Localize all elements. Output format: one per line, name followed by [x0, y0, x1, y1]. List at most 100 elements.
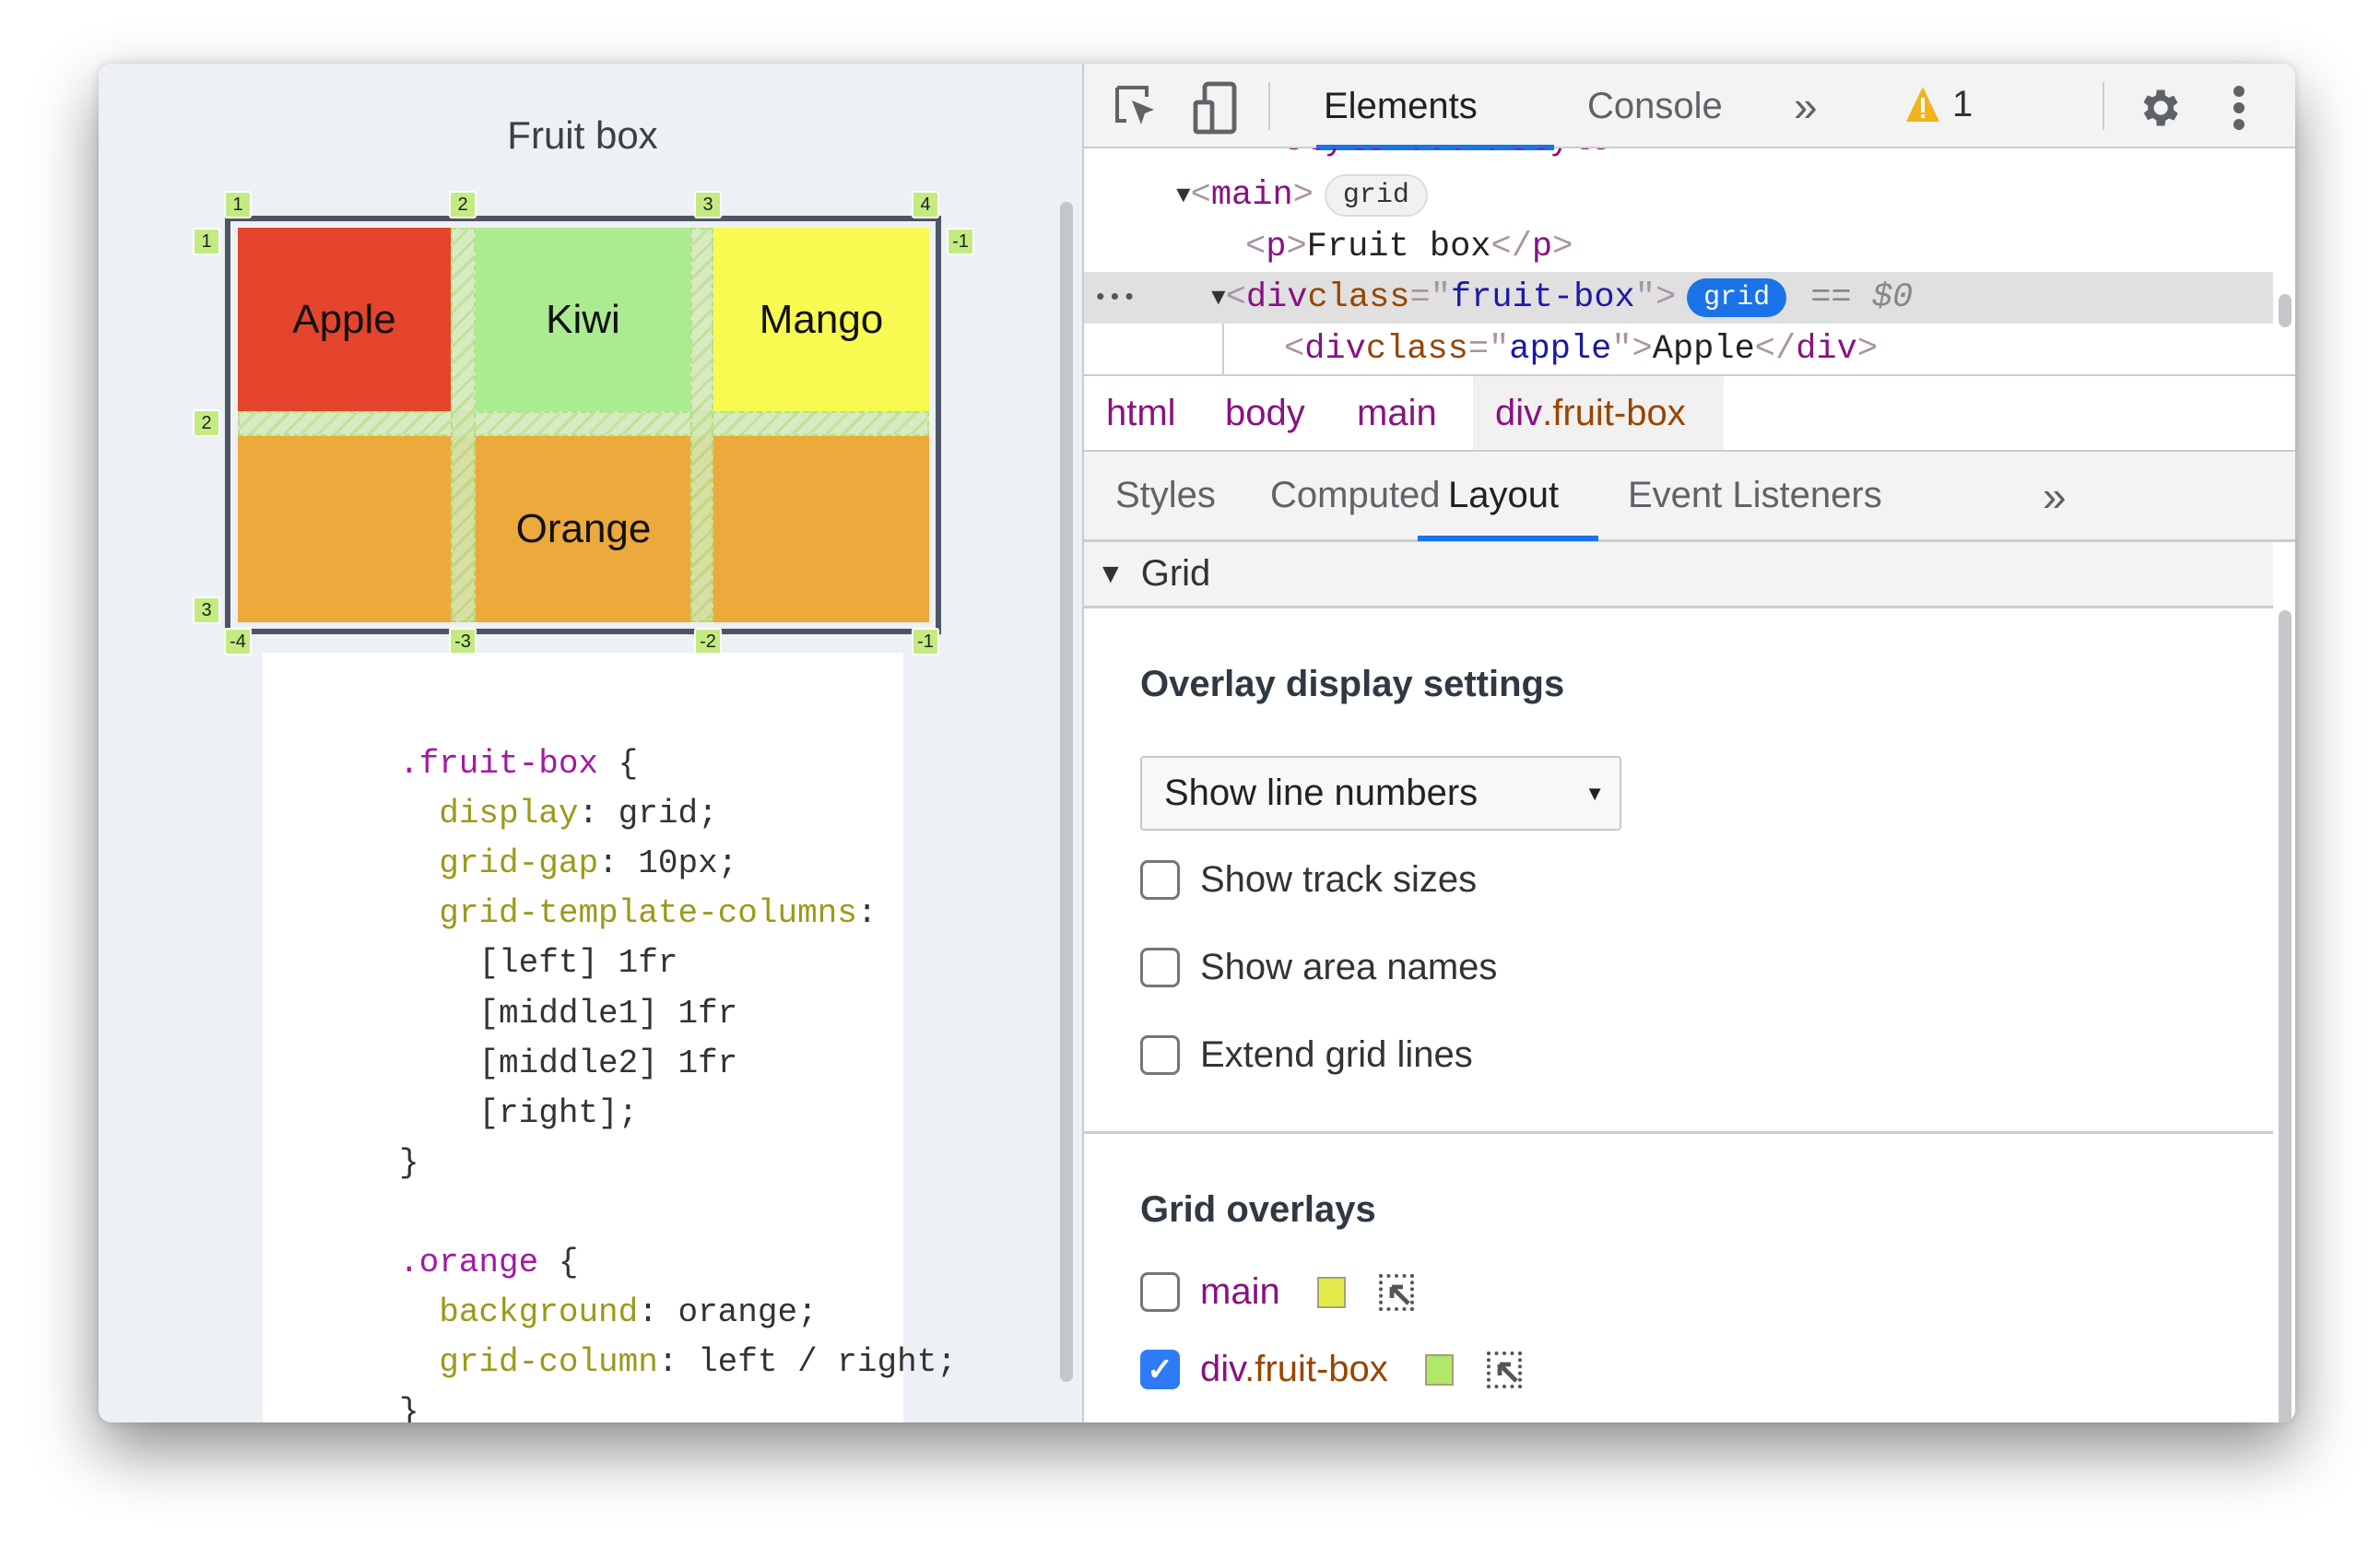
- code-token: :: [856, 894, 878, 933]
- code-token: {: [598, 745, 639, 783]
- checkbox[interactable]: [1140, 860, 1180, 900]
- row-gap-overlay: [238, 411, 929, 436]
- overlay-row-div-fruit-box[interactable]: ✓ div.fruit-box: [1140, 1349, 1522, 1390]
- tab-layout[interactable]: Layout: [1448, 475, 1560, 515]
- code-token: background: [439, 1293, 639, 1332]
- code-token: }: [399, 1393, 419, 1422]
- highlight-element-icon[interactable]: [1378, 1273, 1414, 1311]
- page-scrollbar[interactable]: [1060, 202, 1073, 1382]
- checkbox-label: Show track sizes: [1200, 859, 1478, 900]
- breadcrumb-html[interactable]: html: [1106, 392, 1176, 433]
- checkbox-extend-grid-lines[interactable]: Extend grid lines: [1140, 1034, 1473, 1076]
- grid-line-number: -1: [912, 628, 939, 655]
- dom-node-main[interactable]: ▼ < main > grid: [1084, 170, 2273, 221]
- code-token: display: [439, 795, 579, 833]
- tab-event-listeners[interactable]: Event Listeners: [1628, 475, 1882, 515]
- fruit-box-grid: [225, 216, 941, 634]
- code-token: grid-template-columns: [439, 894, 857, 933]
- overlay-checkbox[interactable]: ✓: [1140, 1350, 1180, 1389]
- code-token: : 10px;: [598, 844, 738, 883]
- warning-icon: [1906, 86, 1939, 122]
- tab-elements[interactable]: Elements: [1324, 85, 1478, 126]
- tab-styles[interactable]: Styles: [1115, 475, 1216, 515]
- code-line: [right];: [399, 1094, 638, 1132]
- code-line: [left] 1fr: [399, 944, 677, 982]
- grid-line-number: 3: [193, 596, 220, 624]
- overlay-checkbox[interactable]: [1140, 1272, 1180, 1312]
- grid-line-number: -2: [694, 628, 722, 655]
- code-line: [middle2] 1fr: [399, 1045, 737, 1082]
- divider: [1084, 1131, 2273, 1134]
- code-token: [399, 1293, 439, 1331]
- grid-line-number: -3: [449, 628, 477, 655]
- breadcrumb-body[interactable]: body: [1225, 392, 1305, 433]
- code-line: display: grid;: [399, 795, 718, 833]
- code-line: background: orange;: [399, 1293, 817, 1332]
- checkbox[interactable]: [1140, 948, 1180, 987]
- code-token: .orange: [399, 1244, 539, 1281]
- settings-gear-icon[interactable]: [2135, 84, 2183, 132]
- overlay-color-swatch[interactable]: [1424, 1353, 1454, 1386]
- overlay-color-swatch[interactable]: [1316, 1276, 1346, 1308]
- grid-badge[interactable]: grid: [1324, 174, 1428, 217]
- grid-overlays-heading: Grid overlays: [1140, 1189, 1376, 1230]
- code-token: : grid;: [578, 795, 718, 833]
- grid-line-number: -1: [947, 228, 974, 255]
- overlay-label: main: [1200, 1271, 1280, 1312]
- code-token: [399, 795, 439, 832]
- grid-badge-active[interactable]: grid: [1687, 278, 1787, 317]
- overlay-row-main[interactable]: main: [1140, 1271, 1414, 1313]
- code-line: }: [399, 1144, 419, 1182]
- page-title: Fruit box: [507, 113, 658, 157]
- code-token: [399, 894, 439, 932]
- code-token: [middle1] 1fr: [399, 994, 738, 1033]
- inspect-element-icon[interactable]: [1112, 82, 1163, 134]
- overlay-label: div.fruit-box: [1200, 1349, 1388, 1389]
- code-token: grid-column: [439, 1343, 658, 1382]
- code-token: grid-gap: [439, 844, 599, 883]
- warnings-button[interactable]: 1: [1904, 84, 1973, 125]
- dom-node-p[interactable]: < p > Fruit box </p >: [1245, 228, 1573, 266]
- dom-node-style-partial[interactable]: <style>...</style>: [1084, 148, 2273, 167]
- line-numbers-select[interactable]: Show line numbers ▼: [1140, 756, 1621, 831]
- more-subtabs-button[interactable]: »: [2043, 471, 2067, 520]
- highlight-element-icon[interactable]: [1486, 1351, 1522, 1388]
- sidebar-tabs: Styles Computed Layout Event Listeners »: [1084, 452, 2295, 542]
- breadcrumb-main[interactable]: main: [1357, 392, 1437, 433]
- code-token: .fruit-box: [399, 745, 599, 783]
- dom-scrollbar[interactable]: [2279, 294, 2292, 327]
- checkbox-show-track-sizes[interactable]: Show track sizes: [1140, 859, 1477, 901]
- breadcrumb-div-fruit-box[interactable]: div .fruit-box: [1473, 376, 1724, 450]
- checkbox-label: Extend grid lines: [1200, 1034, 1473, 1075]
- layout-scrollbar[interactable]: [2279, 610, 2292, 1422]
- tab-computed[interactable]: Computed: [1270, 475, 1441, 515]
- grid-line-number: 4: [912, 191, 939, 218]
- select-value: Show line numbers: [1164, 773, 1479, 813]
- code-token: [399, 844, 439, 882]
- code-token: [right];: [399, 1093, 639, 1132]
- breadcrumb: html body main div .fruit-box: [1084, 374, 2295, 452]
- checkbox-label: Show area names: [1200, 947, 1498, 987]
- more-options-icon[interactable]: [2232, 84, 2246, 132]
- code-line: grid-gap: 10px;: [399, 844, 737, 882]
- grid-section-header[interactable]: ▼ Grid: [1084, 542, 2273, 608]
- column-gap-overlay: [690, 228, 713, 622]
- code-token: }: [399, 1143, 419, 1182]
- code-line: }: [399, 1393, 419, 1422]
- code-line: .fruit-box {: [399, 745, 638, 783]
- tab-console[interactable]: Console: [1587, 85, 1723, 126]
- section-title: Grid: [1140, 553, 1211, 594]
- css-code-block: .fruit-box { display: grid; grid-gap: 10…: [263, 653, 957, 1422]
- code-line: .orange {: [399, 1244, 578, 1281]
- grid-line-number: 1: [224, 191, 252, 218]
- grid-line-number: 3: [694, 191, 722, 218]
- code-token: [399, 1343, 439, 1381]
- grid-line-number: 1: [193, 228, 220, 255]
- checkbox[interactable]: [1140, 1035, 1180, 1075]
- checkbox-show-area-names[interactable]: Show area names: [1140, 947, 1497, 988]
- more-tabs-button[interactable]: »: [1794, 82, 1818, 130]
- dom-node-fruit-box-selected[interactable]: ••• ▼ < div class =" fruit-box "> grid == $0: [1084, 272, 2273, 324]
- dom-node-apple[interactable]: < div class =" apple "> Apple </div >: [1284, 330, 1879, 369]
- device-toolbar-icon[interactable]: [1190, 80, 1242, 136]
- dom-tree: <style>...</style> ▼<main>grid <p>Fruit …: [1084, 148, 2295, 374]
